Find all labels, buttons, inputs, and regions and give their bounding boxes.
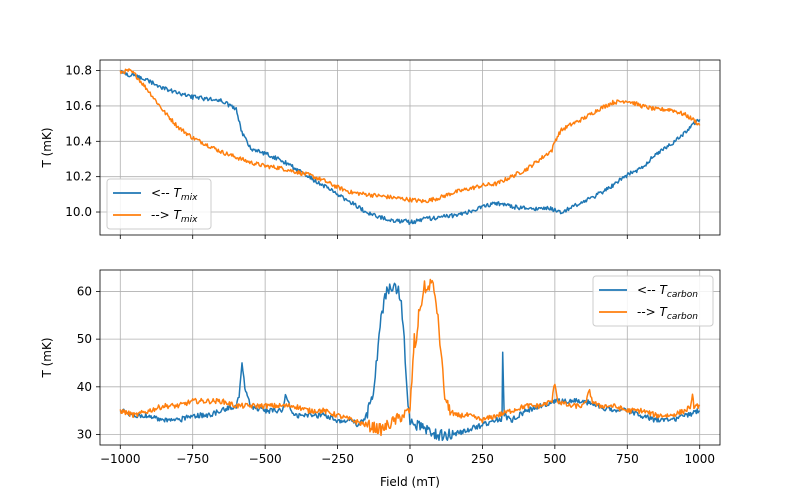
- bottom-legend-box: [592, 275, 714, 327]
- bottom-ytick-label-0: 30: [77, 428, 92, 442]
- bottom-xtick-label-6: 500: [543, 452, 566, 466]
- x-axis-label: Field (mT): [380, 475, 440, 489]
- top-legend-box: [106, 178, 212, 230]
- bottom-xtick-label-2: −500: [249, 452, 282, 466]
- top-ytick-label-2: 10.4: [65, 134, 92, 148]
- bottom-legend-label-1: --> Tcarbon: [637, 305, 698, 322]
- bottom-series-0-line: [119, 282, 700, 442]
- bottom-xtick-label-4: 0: [406, 452, 414, 466]
- bottom-ytick-label-3: 60: [77, 284, 92, 298]
- top-ticks: 10.0 10.2 10.4 10.6 10.8: [65, 64, 701, 239]
- bottom-subplot: −1000 −750 −500 −250 0 250 500 750 100030405060 …: [40, 269, 721, 466]
- top-y-axis-label: T (mK): [40, 127, 54, 168]
- bottom-y-axis-label: T (mK): [40, 337, 54, 378]
- bottom-series-1-line: [119, 278, 701, 437]
- bottom-series: [119, 278, 701, 442]
- bottom-ticks: −1000 −750 −500 −250 0 250 500 750 1000 30 40 50 60: [77, 284, 715, 466]
- top-series-1-line: [119, 68, 701, 204]
- top-legend: <-- Tmix --> Tmix: [106, 178, 212, 230]
- top-ytick-label-0: 10.0: [65, 205, 92, 219]
- top-legend-label-1: --> Tmix: [151, 208, 198, 225]
- bottom-xtick-label-3: −250: [321, 452, 354, 466]
- top-ytick-label-1: 10.2: [65, 170, 92, 184]
- bottom-xtick-label-1: −750: [176, 452, 209, 466]
- top-legend-label-0: <-- Tmix: [151, 186, 198, 203]
- bottom-xtick-label-8: 1000: [684, 452, 715, 466]
- bottom-xtick-label-7: 750: [616, 452, 639, 466]
- top-series: [119, 68, 701, 226]
- bottom-legend: <-- Tcarbon --> Tcarbon: [592, 275, 714, 327]
- bottom-xtick-label-5: 250: [471, 452, 494, 466]
- top-subplot: 10.0 10.2 10.4 10.6 10.8 T (mK) <-- Tmix --> …: [40, 59, 721, 239]
- bottom-legend-label-0: <-- Tcarbon: [637, 283, 698, 300]
- bottom-ytick-label-1: 40: [77, 380, 92, 394]
- top-series-0-line: [120, 69, 701, 226]
- top-ytick-label-3: 10.6: [65, 99, 92, 113]
- top-grid: [100, 60, 720, 235]
- top-ytick-label-4: 10.8: [65, 64, 92, 78]
- bottom-ytick-label-2: 50: [77, 332, 92, 346]
- bottom-xtick-label-0: −1000: [100, 452, 141, 466]
